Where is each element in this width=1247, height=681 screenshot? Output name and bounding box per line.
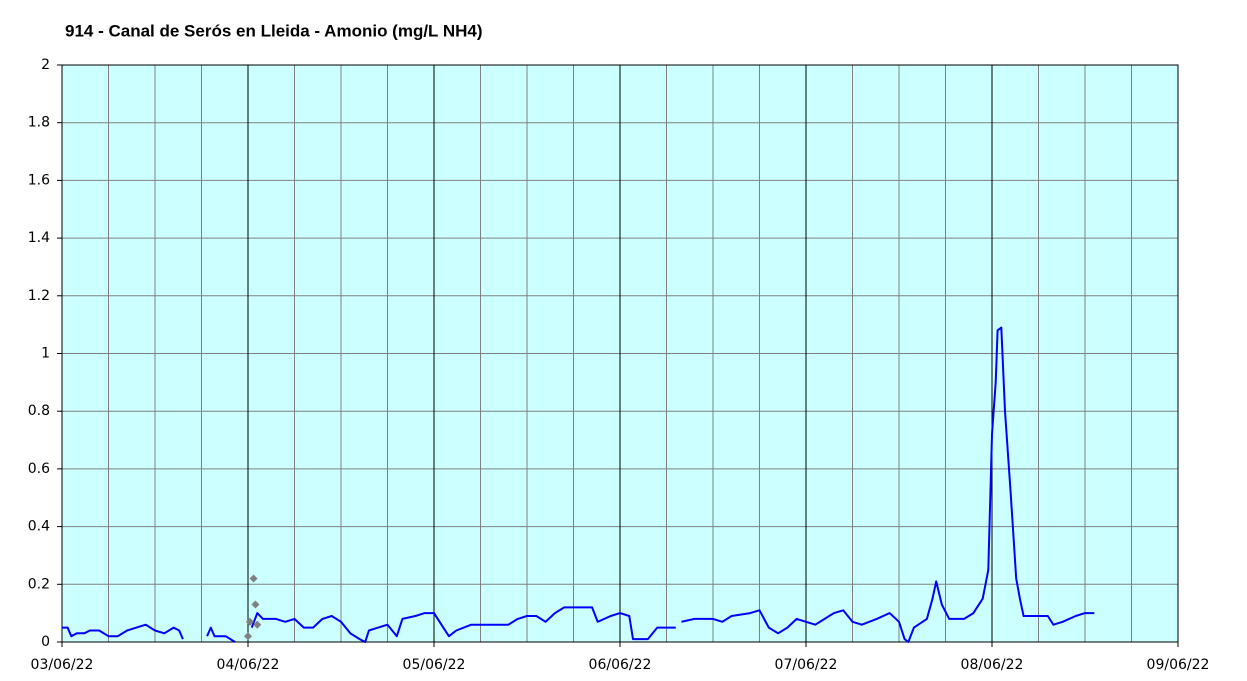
y-tick-label: 0.4 <box>28 519 50 535</box>
y-tick-label: 1.2 <box>28 288 50 304</box>
y-tick-label: 1 <box>41 346 50 362</box>
data-line <box>62 326 1095 643</box>
y-tick-label: 0.2 <box>28 576 50 592</box>
y-tick-label: 0.8 <box>28 403 50 419</box>
x-tick-label: 06/06/22 <box>589 657 652 673</box>
y-tick-label: 0 <box>41 634 50 650</box>
y-tick-label: 0.6 <box>28 461 50 477</box>
x-tick-label: 08/06/22 <box>961 657 1024 673</box>
y-tick-label: 1.6 <box>28 172 50 188</box>
x-tick-label: 03/06/22 <box>31 657 94 673</box>
x-tick-label: 05/06/22 <box>403 657 466 673</box>
marker <box>253 620 262 629</box>
x-tick-label: 09/06/22 <box>1147 657 1210 673</box>
marker <box>244 632 252 641</box>
marker <box>249 574 258 583</box>
marker <box>251 600 260 609</box>
chart-title: 914 - Canal de Serós en Lleida - Amonio … <box>65 21 483 40</box>
plot-border <box>61 64 1179 643</box>
y-tick-label: 1.4 <box>28 230 50 246</box>
y-tick-label: 2 <box>41 57 50 73</box>
y-tick-label: 1.8 <box>28 115 50 131</box>
marker <box>245 617 254 626</box>
x-tick-label: 04/06/22 <box>217 657 280 673</box>
x-tick-label: 07/06/22 <box>775 657 838 673</box>
